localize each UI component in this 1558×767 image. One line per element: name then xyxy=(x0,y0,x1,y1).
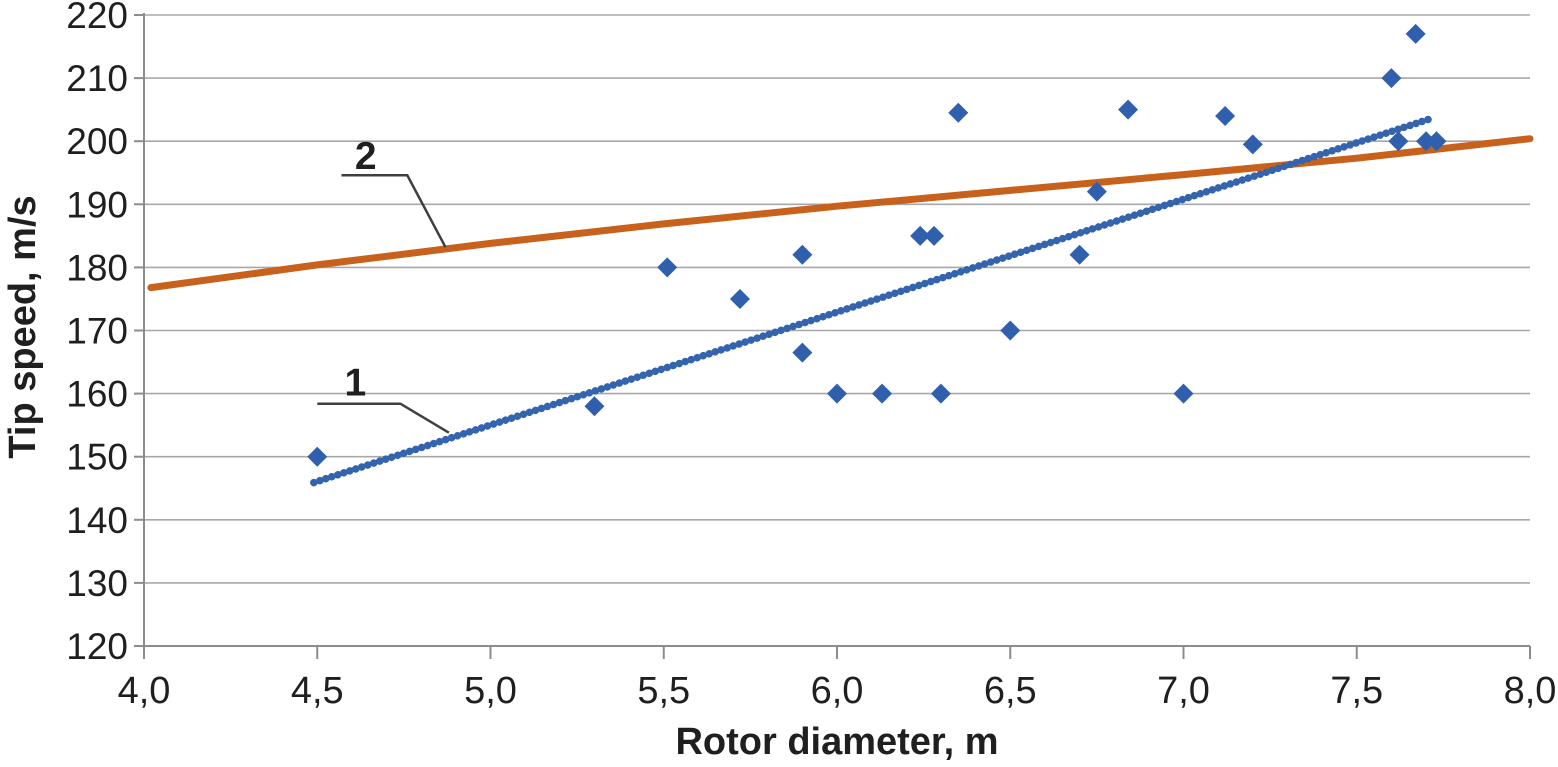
x-tick-label-5,0: 5,0 xyxy=(464,670,517,712)
y-tick-label-120: 120 xyxy=(66,626,128,667)
x-axis-title: Rotor diameter, m xyxy=(675,721,999,763)
x-tick-label-7,0: 7,0 xyxy=(1157,670,1210,712)
data-point-18 xyxy=(1215,105,1236,126)
data-point-19 xyxy=(1242,134,1263,155)
x-tick-label-6,0: 6,0 xyxy=(811,670,864,712)
x-tick-label-6,5: 6,5 xyxy=(984,670,1037,712)
data-point-15 xyxy=(1086,181,1107,202)
data-point-21 xyxy=(1388,131,1409,152)
data-point-24 xyxy=(1426,131,1447,152)
data-point-6 xyxy=(792,342,813,363)
data-point-2 xyxy=(584,396,605,417)
y-tick-label-200: 200 xyxy=(66,121,128,162)
data-point-4 xyxy=(729,288,750,309)
leader-line-2 xyxy=(341,174,447,248)
trend-line-1 xyxy=(310,114,1437,487)
x-tick-label-4,0: 4,0 xyxy=(118,670,171,712)
data-point-13 xyxy=(1000,320,1021,341)
x-tick-label-8,0: 8,0 xyxy=(1504,670,1557,712)
data-point-14 xyxy=(1069,244,1090,265)
data-point-10 xyxy=(924,225,945,246)
data-point-5 xyxy=(792,244,813,265)
data-point-22 xyxy=(1405,23,1426,44)
data-point-16 xyxy=(1118,99,1139,120)
y-tick-label-180: 180 xyxy=(66,247,128,288)
y-tick-label-140: 140 xyxy=(66,500,128,541)
series-label-1: 1 xyxy=(345,362,367,405)
x-tick-label-4,5: 4,5 xyxy=(291,670,344,712)
data-point-12 xyxy=(948,102,969,123)
x-tick-label-5,5: 5,5 xyxy=(637,670,690,712)
x-tick-label-7,5: 7,5 xyxy=(1330,670,1383,712)
data-point-20 xyxy=(1381,68,1402,89)
leader-line-1 xyxy=(317,402,450,434)
data-point-9 xyxy=(910,225,931,246)
data-point-11 xyxy=(930,383,951,404)
data-point-8 xyxy=(872,383,893,404)
y-tick-label-190: 190 xyxy=(66,184,128,225)
series-label-2: 2 xyxy=(355,135,377,178)
data-point-7 xyxy=(827,383,847,404)
data-point-17 xyxy=(1173,383,1194,404)
y-tick-label-170: 170 xyxy=(66,310,128,351)
y-tick-label-150: 150 xyxy=(66,437,128,478)
data-point-1 xyxy=(307,446,328,467)
data-point-3 xyxy=(657,257,678,278)
y-tick-label-160: 160 xyxy=(66,374,128,415)
y-axis-title: Tip speed, m/s xyxy=(2,195,44,459)
y-tick-label-210: 210 xyxy=(66,58,128,99)
y-tick-label-130: 130 xyxy=(66,563,128,604)
y-tick-label-220: 220 xyxy=(66,0,128,36)
data-point-23 xyxy=(1416,131,1437,152)
